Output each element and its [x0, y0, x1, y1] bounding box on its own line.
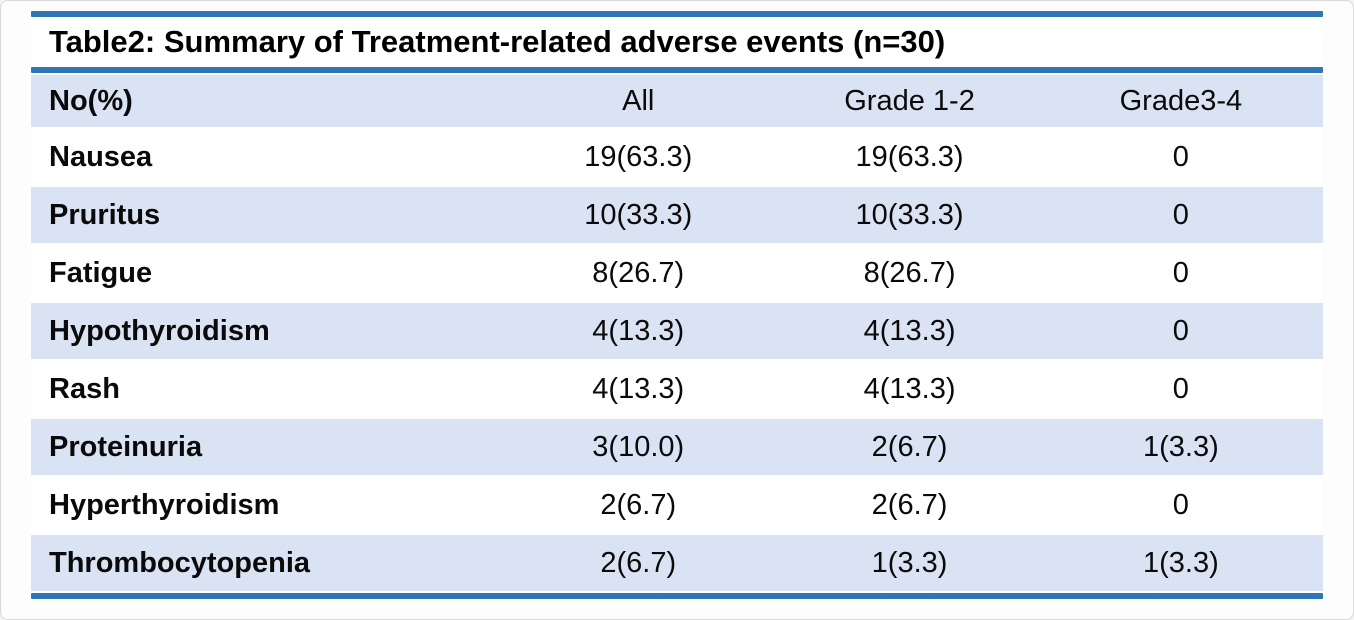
bottom-rule	[31, 593, 1323, 599]
grade-3-4-value-cell: 0	[1038, 475, 1323, 535]
grade-1-2-value-cell: 1(3.3)	[780, 533, 1039, 593]
column-header-all: All	[496, 73, 781, 129]
grade-1-2-value-cell: 4(13.3)	[780, 301, 1039, 361]
grade-1-2-value-cell: 19(63.3)	[780, 127, 1039, 187]
all-value-cell: 19(63.3)	[496, 127, 781, 187]
grade-1-2-value-cell: 10(33.3)	[780, 185, 1039, 245]
table-row: Nausea 19(63.3) 19(63.3) 0	[31, 127, 1323, 187]
grade-3-4-value-cell: 0	[1038, 127, 1323, 187]
title-divider-rule	[31, 67, 1323, 73]
all-value-cell: 8(26.7)	[496, 243, 781, 303]
column-header-grade-3-4: Grade3-4	[1038, 73, 1323, 129]
event-name-cell: Proteinuria	[31, 417, 497, 477]
grade-3-4-value-cell: 0	[1038, 301, 1323, 361]
all-value-cell: 3(10.0)	[496, 417, 781, 477]
grade-1-2-value-cell: 2(6.7)	[780, 475, 1039, 535]
column-header-grade-1-2: Grade 1-2	[780, 73, 1039, 129]
adverse-events-table-card: Table2: Summary of Treatment-related adv…	[31, 11, 1323, 599]
table-row: Pruritus 10(33.3) 10(33.3) 0	[31, 185, 1323, 245]
grade-3-4-value-cell: 1(3.3)	[1038, 533, 1323, 593]
event-name-cell: Nausea	[31, 127, 497, 187]
table-row: Hyperthyroidism 2(6.7) 2(6.7) 0	[31, 475, 1323, 535]
header-row: No(%) All Grade 1-2 Grade3-4	[31, 73, 1323, 129]
all-value-cell: 4(13.3)	[496, 359, 781, 419]
event-name-cell: Hyperthyroidism	[31, 475, 497, 535]
all-value-cell: 2(6.7)	[496, 533, 781, 593]
table-row: Thrombocytopenia 2(6.7) 1(3.3) 1(3.3)	[31, 533, 1323, 593]
column-header-no-percent: No(%)	[31, 73, 497, 129]
event-name-cell: Pruritus	[31, 185, 497, 245]
grade-1-2-value-cell: 8(26.7)	[780, 243, 1039, 303]
adverse-events-table: No(%) All Grade 1-2 Grade3-4 Nausea 19(63…	[31, 73, 1323, 593]
event-name-cell: Hypothyroidism	[31, 301, 497, 361]
table-row: Rash 4(13.3) 4(13.3) 0	[31, 359, 1323, 419]
event-name-cell: Fatigue	[31, 243, 497, 303]
all-value-cell: 10(33.3)	[496, 185, 781, 245]
event-name-cell: Thrombocytopenia	[31, 533, 497, 593]
top-rule	[31, 11, 1323, 17]
all-value-cell: 4(13.3)	[496, 301, 781, 361]
grade-1-2-value-cell: 2(6.7)	[780, 417, 1039, 477]
grade-3-4-value-cell: 1(3.3)	[1038, 417, 1323, 477]
table-row: Fatigue 8(26.7) 8(26.7) 0	[31, 243, 1323, 303]
grade-3-4-value-cell: 0	[1038, 243, 1323, 303]
table-row: Hypothyroidism 4(13.3) 4(13.3) 0	[31, 301, 1323, 361]
event-name-cell: Rash	[31, 359, 497, 419]
grade-1-2-value-cell: 4(13.3)	[780, 359, 1039, 419]
table-row: Proteinuria 3(10.0) 2(6.7) 1(3.3)	[31, 417, 1323, 477]
table-title: Table2: Summary of Treatment-related adv…	[31, 17, 1323, 67]
grade-3-4-value-cell: 0	[1038, 185, 1323, 245]
table-body: Nausea 19(63.3) 19(63.3) 0 Pruritus 10(33.3) 1…	[31, 127, 1323, 593]
all-value-cell: 2(6.7)	[496, 475, 781, 535]
grade-3-4-value-cell: 0	[1038, 359, 1323, 419]
